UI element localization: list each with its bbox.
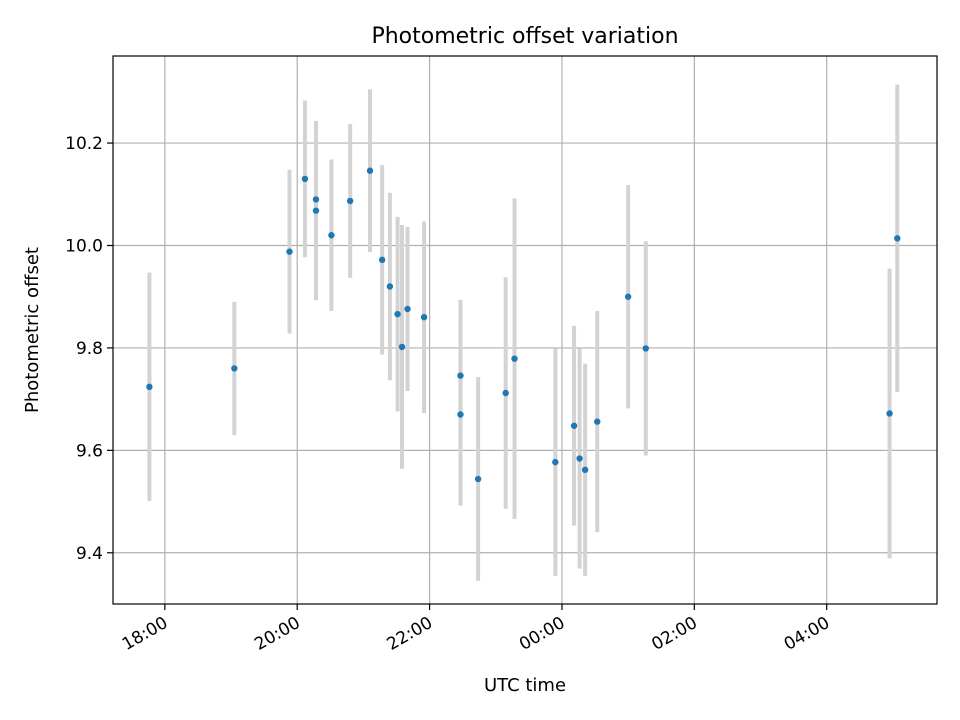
x-axis-label: UTC time [484, 675, 566, 696]
data-point [570, 422, 578, 429]
data-point [386, 283, 394, 290]
data-point [502, 389, 509, 397]
data-point [576, 455, 583, 462]
y-tick-label: 9.8 [76, 339, 103, 359]
chart-title: Photometric offset variation [371, 24, 678, 49]
y-tick-label: 9.6 [76, 441, 103, 461]
data-point [642, 345, 649, 352]
data-point [594, 418, 601, 425]
data-point [366, 167, 374, 174]
data-point [146, 383, 153, 391]
data-point [394, 310, 401, 318]
y-axis-ticks: 9.4 9.6 9.8 10.0 10.2 [65, 134, 113, 564]
data-point [378, 256, 386, 264]
plot-frame [112, 55, 938, 605]
data-point [398, 343, 406, 351]
data-point [312, 207, 320, 214]
data-point [286, 248, 293, 255]
data-point [552, 458, 559, 466]
data-point [312, 196, 320, 203]
data-point [624, 293, 632, 300]
data-point [886, 410, 893, 417]
y-tick-label: 9.4 [76, 544, 103, 564]
data-point [511, 355, 518, 362]
data-point [328, 232, 335, 239]
data-point [581, 466, 589, 474]
data-point [231, 365, 238, 372]
y-tick-label: 10.0 [65, 236, 103, 256]
data-points [146, 167, 901, 483]
data-point [457, 372, 464, 379]
data-point [420, 313, 428, 321]
data-point [404, 305, 411, 313]
y-axis-label: Photometric offset [22, 247, 43, 413]
data-point [894, 235, 901, 242]
data-point [457, 411, 464, 418]
y-tick-label: 10.2 [65, 134, 103, 154]
data-point [301, 175, 309, 183]
grid [113, 56, 937, 604]
data-point [346, 197, 354, 205]
data-point [474, 475, 482, 483]
